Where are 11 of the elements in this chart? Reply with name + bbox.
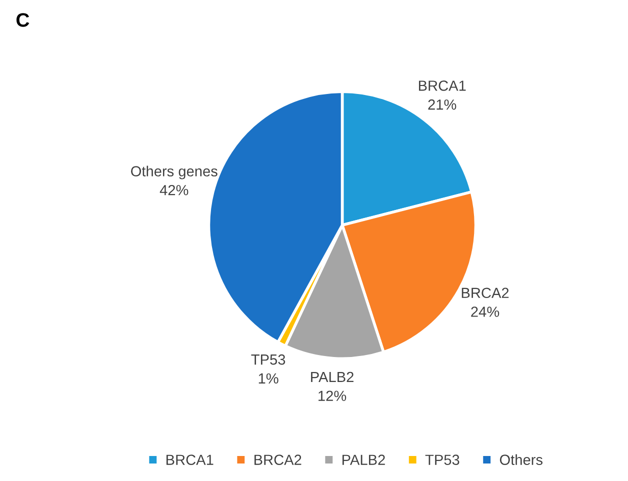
data-label: TP53 1% xyxy=(251,354,286,384)
legend-label: BRCA2 xyxy=(254,454,302,465)
data-label: PALB2 12% xyxy=(311,372,354,401)
data-label: BRCA2 24% xyxy=(462,288,509,317)
legend-label: PALB2 xyxy=(342,454,385,465)
data-label: Others genes 42% xyxy=(131,166,218,196)
legend-label: TP53 xyxy=(425,454,460,465)
legend-label: BRCA1 xyxy=(166,454,214,465)
chart-title: C xyxy=(16,13,30,27)
legend-label: Others xyxy=(500,454,542,465)
data-label: BRCA1 21% xyxy=(418,80,466,110)
